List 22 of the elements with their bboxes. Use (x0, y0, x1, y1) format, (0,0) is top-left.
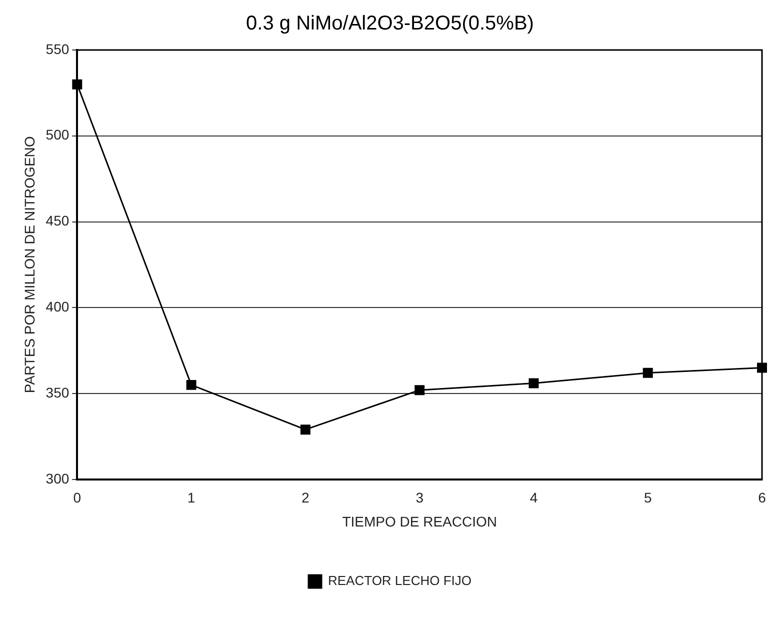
point (300, 424, 310, 435)
y-tick-label: 500 (46, 126, 70, 143)
x-tick-label: 4 (530, 490, 538, 506)
legend-label: REACTOR LECHO FIJO (328, 573, 472, 588)
point (186, 380, 196, 390)
y-tick-label: 550 (46, 40, 70, 57)
y-axis-title: PARTES POR MILLON DE NITROGENO (21, 136, 38, 394)
x-tick-label: 3 (416, 490, 424, 506)
point (642, 368, 653, 378)
x-tick-label: 6 (758, 490, 766, 506)
x-tick-label: 5 (644, 490, 652, 506)
x-tick-label: 0 (73, 490, 82, 506)
x-tick-label: 1 (187, 490, 196, 506)
point (528, 378, 539, 388)
x-tick-label: 2 (302, 490, 310, 506)
chart-title: 0.3 g NiMo/Al2O3-B2O5(0.5%B) (246, 12, 534, 35)
y-tick-label: 400 (46, 298, 70, 314)
y-tick-label: 350 (46, 384, 70, 400)
y-tick-label: 450 (46, 212, 70, 229)
y-tick-label: 300 (46, 470, 70, 486)
x-axis-title: TIEMPO DE REACCION (342, 513, 497, 530)
point (414, 385, 425, 396)
